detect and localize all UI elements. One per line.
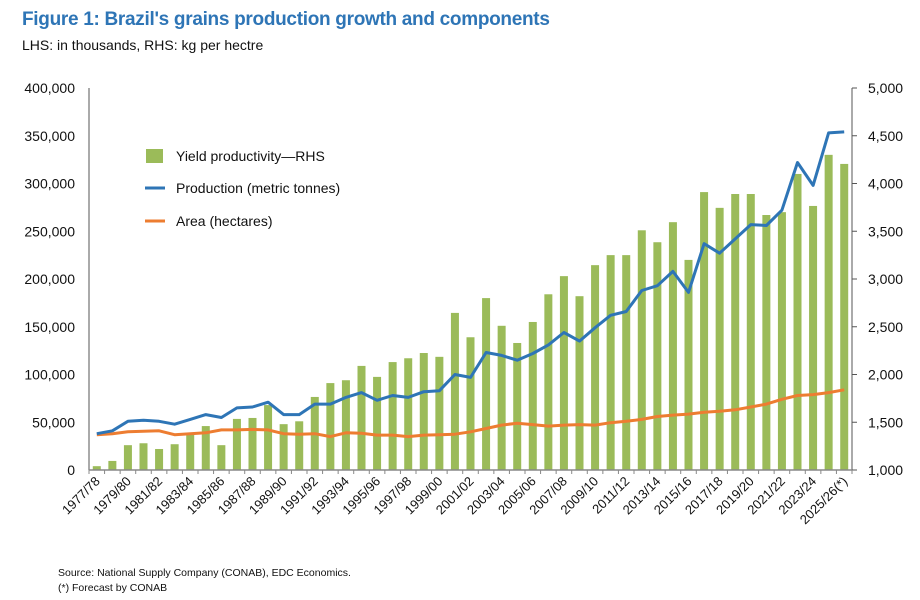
yield-bar bbox=[155, 448, 164, 470]
yield-bar bbox=[731, 194, 740, 470]
yield-bar bbox=[404, 358, 413, 470]
production-line bbox=[96, 130, 845, 436]
yield-bar bbox=[201, 426, 210, 470]
yield-bar bbox=[435, 356, 444, 470]
legend: Yield productivity—RHS Production (metric… bbox=[145, 148, 340, 229]
right-tick-label: 1,000 bbox=[868, 462, 903, 478]
yield-bar bbox=[248, 417, 257, 470]
yield-bar bbox=[108, 460, 117, 470]
left-tick-label: 200,000 bbox=[24, 271, 75, 287]
yield-bar bbox=[388, 362, 397, 470]
yield-bar bbox=[684, 259, 693, 470]
yield-bar bbox=[777, 212, 786, 470]
left-tick-label: 100,000 bbox=[24, 367, 75, 383]
legend-swatch-yield bbox=[146, 149, 163, 163]
yield-bar bbox=[559, 276, 568, 470]
right-tick-label: 5,000 bbox=[868, 80, 903, 96]
yield-bar bbox=[575, 296, 584, 470]
yield-bar bbox=[232, 418, 241, 470]
yield-bar bbox=[793, 173, 802, 470]
yield-bar bbox=[622, 255, 631, 470]
yield-bar bbox=[809, 205, 818, 470]
series-lines bbox=[96, 130, 845, 439]
yield-bar bbox=[668, 222, 677, 470]
left-tick-label: 250,000 bbox=[24, 223, 75, 239]
yield-bars bbox=[92, 154, 849, 471]
yield-bar bbox=[186, 433, 195, 470]
yield-bar bbox=[606, 255, 615, 470]
yield-bar bbox=[466, 337, 475, 470]
left-tick-label: 50,000 bbox=[32, 414, 75, 430]
chart-title: Figure 1: Brazil's grains production gro… bbox=[22, 9, 550, 30]
legend-label: Production (metric tonnes) bbox=[176, 180, 340, 196]
yield-bar bbox=[170, 444, 179, 470]
yield-bar bbox=[824, 154, 833, 470]
yield-bar bbox=[341, 380, 350, 470]
left-tick-label: 150,000 bbox=[24, 319, 75, 335]
source-note: Source: National Supply Company (CONAB),… bbox=[58, 567, 351, 579]
legend-label: Yield productivity—RHS bbox=[176, 148, 325, 164]
chart-subtitle: LHS: in thousands, RHS: kg per hectre bbox=[22, 37, 264, 53]
yield-bar bbox=[746, 194, 755, 470]
yield-bar bbox=[762, 215, 771, 470]
yield-bar bbox=[419, 353, 428, 470]
right-tick-label: 4,500 bbox=[868, 128, 903, 144]
yield-bar bbox=[450, 312, 459, 470]
yield-bar bbox=[92, 466, 101, 470]
right-tick-label: 1,500 bbox=[868, 414, 903, 430]
yield-bar bbox=[279, 424, 288, 470]
right-tick-label: 3,500 bbox=[868, 223, 903, 239]
right-tick-label: 2,000 bbox=[868, 367, 903, 383]
yield-bar bbox=[217, 445, 226, 470]
yield-bar bbox=[295, 421, 304, 470]
left-tick-label: 400,000 bbox=[24, 80, 75, 96]
yield-bar bbox=[513, 342, 522, 470]
yield-bar bbox=[139, 443, 148, 470]
yield-bar bbox=[123, 445, 132, 470]
yield-bar bbox=[544, 294, 553, 470]
yield-bar bbox=[528, 321, 537, 470]
yield-bar bbox=[373, 376, 382, 470]
right-tick-label: 3,000 bbox=[868, 271, 903, 287]
yield-bar bbox=[591, 265, 600, 470]
yield-bar bbox=[653, 242, 662, 470]
yield-bar bbox=[264, 405, 273, 470]
yield-bar bbox=[357, 365, 366, 470]
right-tick-label: 2,500 bbox=[868, 319, 903, 335]
legend-label: Area (hectares) bbox=[176, 213, 272, 229]
left-tick-label: 0 bbox=[67, 462, 75, 478]
left-tick-label: 300,000 bbox=[24, 176, 75, 192]
area-line bbox=[96, 388, 845, 439]
right-tick-label: 4,000 bbox=[868, 176, 903, 192]
yield-bar bbox=[637, 230, 646, 470]
yield-bar bbox=[482, 298, 491, 470]
yield-bar bbox=[497, 325, 506, 470]
left-tick-label: 350,000 bbox=[24, 128, 75, 144]
yield-bar bbox=[715, 207, 724, 471]
yield-bar bbox=[840, 163, 849, 471]
yield-bar bbox=[326, 383, 335, 470]
forecast-note: (*) Forecast by CONAB bbox=[58, 582, 168, 594]
yield-bar bbox=[700, 192, 709, 470]
